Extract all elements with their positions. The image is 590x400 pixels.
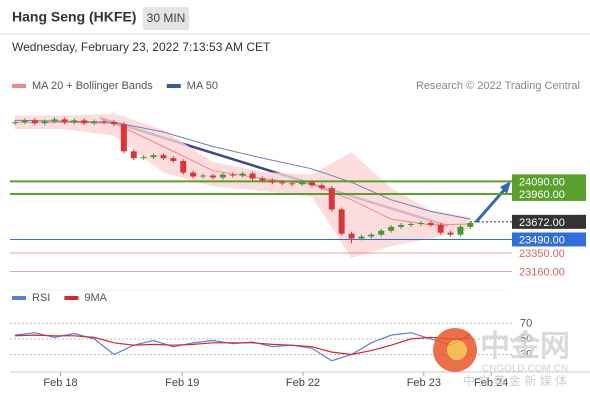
x-tick-label: Feb 19 xyxy=(165,377,199,389)
legend-swatch xyxy=(12,84,26,88)
candle-body xyxy=(447,232,454,235)
x-tick-label: Feb 24 xyxy=(474,377,508,389)
candle-body xyxy=(71,120,78,123)
candle-body xyxy=(368,234,375,237)
candle-body xyxy=(21,120,28,123)
candle-body xyxy=(190,172,197,177)
candle-body xyxy=(150,155,157,158)
candle-body xyxy=(200,175,207,177)
candle-body xyxy=(229,174,236,176)
candle-body xyxy=(140,157,147,159)
candle-body xyxy=(318,185,325,189)
candle-body xyxy=(289,183,296,185)
candle-body xyxy=(269,180,276,183)
candle-body xyxy=(398,224,405,227)
level-box xyxy=(512,214,586,229)
indicator-line xyxy=(14,334,471,356)
candle-body xyxy=(457,226,464,235)
x-tick-label: Feb 22 xyxy=(286,377,320,389)
title: Hang Seng (HKFE) xyxy=(12,9,136,25)
candle-body xyxy=(279,182,286,184)
candle-body xyxy=(358,236,365,239)
candle-body xyxy=(61,119,68,123)
level-label: 23350.00 xyxy=(519,248,565,260)
candle-body xyxy=(120,124,127,152)
y-tick-label: 50 xyxy=(520,333,532,345)
watermark-tagline: 中 文 黄 金 新 媒 体 xyxy=(463,373,567,388)
timeframe-button[interactable] xyxy=(143,7,189,30)
candle-body xyxy=(299,182,306,185)
bollinger-band xyxy=(14,113,471,258)
level-box xyxy=(512,186,586,201)
level-label: 24090.00 xyxy=(519,176,565,188)
legend-swatch xyxy=(166,84,181,88)
level-label: 23160.00 xyxy=(519,266,565,278)
candle-body xyxy=(180,161,187,173)
level-label: 23490.00 xyxy=(519,234,565,246)
level-label: 23672.00 xyxy=(519,217,565,229)
candle-body xyxy=(308,182,315,186)
legend-swatch xyxy=(12,296,26,300)
candle-body xyxy=(31,120,38,124)
level-label: 23960.00 xyxy=(519,189,565,201)
legend-label: 9MA xyxy=(84,292,107,304)
credit: Research © 2022 Trading Central xyxy=(416,80,580,92)
y-tick-label: 30 xyxy=(520,348,532,360)
x-tick-label: Feb 23 xyxy=(407,377,441,389)
watermark: 中金网 CNGOLD.COM.CN 中 文 黄 金 新 媒 体 xyxy=(433,328,570,388)
watermark-name: 中金网 xyxy=(480,329,570,363)
candle-body xyxy=(338,209,345,234)
x-tick-label: Feb 18 xyxy=(43,377,77,389)
candle-body xyxy=(130,151,137,159)
candle-body xyxy=(467,223,474,227)
candle-body xyxy=(239,173,246,176)
watermark-site: CNGOLD.COM.CN xyxy=(482,364,568,375)
candle-body xyxy=(101,121,108,123)
legend-label: RSI xyxy=(32,292,50,304)
candle-body xyxy=(348,233,355,239)
candle-body xyxy=(91,121,98,124)
arrow-head xyxy=(500,181,511,194)
candle-body xyxy=(110,122,117,125)
candle-body xyxy=(417,223,424,225)
candle-body xyxy=(209,175,216,178)
candle-body xyxy=(41,121,48,124)
level-box xyxy=(512,174,586,189)
candle-body xyxy=(259,178,266,181)
candle-body xyxy=(219,174,226,178)
date: Wednesday, February 23, 2022 7:13:53 AM … xyxy=(12,40,271,54)
candle-body xyxy=(328,188,335,210)
candle-body xyxy=(51,119,58,122)
legend-swatch xyxy=(64,296,79,300)
legend-label: MA 20 + Bollinger Bands xyxy=(32,80,153,92)
candle-body xyxy=(437,224,444,233)
candle-body xyxy=(160,155,167,159)
candle-body xyxy=(170,158,177,162)
candle-body xyxy=(407,223,414,225)
candle-body xyxy=(81,120,88,124)
timeframe-label[interactable]: 30 MIN xyxy=(147,11,186,25)
candle-body xyxy=(378,230,385,235)
y-tick-label: 70 xyxy=(520,317,532,329)
moving-average xyxy=(14,119,471,220)
watermark-logo-inner xyxy=(447,340,467,360)
candle-body xyxy=(388,226,395,231)
candle-body xyxy=(427,223,434,225)
candle-body xyxy=(11,122,18,124)
legend-label: MA 50 xyxy=(187,80,218,92)
level-box xyxy=(512,232,586,247)
candle-body xyxy=(249,173,256,179)
